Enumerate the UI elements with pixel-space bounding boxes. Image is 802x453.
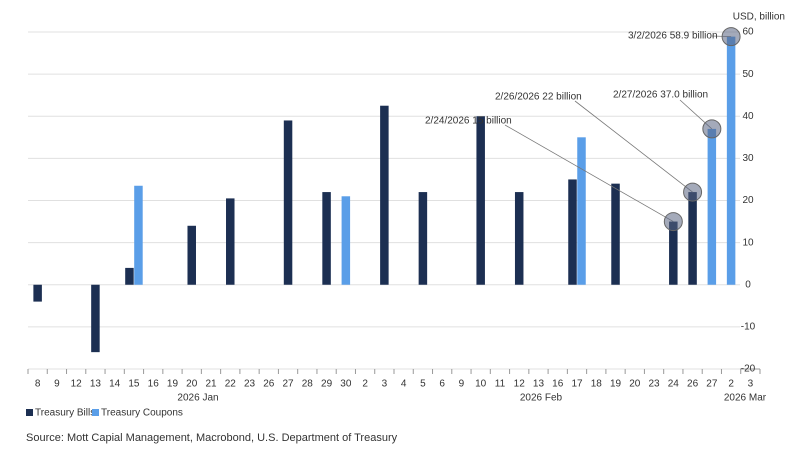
annotation: 2/26/2026 22 billion (495, 92, 582, 103)
x-tick-label: 3 (382, 379, 388, 390)
y-tick-label: 20 (742, 195, 754, 206)
x-tick-label: 2 (362, 379, 368, 390)
bar (187, 225, 196, 285)
bar (669, 221, 678, 285)
x-tick-label: 9 (459, 379, 465, 390)
x-tick-label: 11 (495, 379, 506, 390)
x-tick-label: 13 (90, 379, 102, 390)
highlight-circle (663, 212, 683, 232)
leader-line (504, 124, 674, 222)
x-tick-label: 19 (167, 379, 179, 390)
y-tick-label: 60 (742, 27, 754, 38)
legend-swatch (26, 409, 33, 416)
x-tick-label: 28 (302, 379, 314, 390)
annotation: 2/27/2026 37.0 billion (613, 90, 708, 101)
x-tick-label: 18 (591, 379, 603, 390)
y-tick-label: 30 (742, 153, 754, 164)
legend-swatch (92, 409, 99, 416)
y-tick-label: -20 (741, 364, 756, 375)
bar (134, 185, 143, 285)
x-tick-label: 6 (439, 379, 445, 390)
bar (91, 284, 100, 353)
annotation: 2/24/2026 15 billion (425, 116, 512, 127)
bar (283, 120, 293, 285)
x-tick-label: 24 (668, 379, 680, 390)
bar (688, 192, 697, 285)
legend-label: Treasury Coupons (101, 408, 183, 419)
x-tick-label: 4 (401, 379, 407, 390)
y-tick-label: 0 (745, 279, 751, 290)
x-tick-label: 23 (648, 379, 660, 390)
x-tick-label: 30 (340, 379, 352, 390)
bar (476, 116, 485, 285)
bar (380, 105, 389, 285)
source: Source: Mott Capial Management, Macrobon… (26, 432, 398, 444)
x-tick-label: 19 (610, 379, 622, 390)
x-tick-label: 20 (186, 379, 198, 390)
x-tick-label: 16 (148, 379, 160, 390)
bar (707, 128, 717, 285)
leader-line (574, 100, 693, 193)
x-tick-label: 23 (244, 379, 256, 390)
bar (322, 192, 331, 285)
x-tick-label: 16 (552, 379, 564, 390)
y-axis-label: USD, billion (733, 12, 785, 23)
x-tick-label: 17 (571, 379, 583, 390)
bar (33, 284, 42, 302)
bar (418, 192, 428, 285)
bar (611, 183, 620, 285)
x-tick-label: 26 (687, 379, 699, 390)
month-label: 2026 Mar (724, 393, 767, 404)
x-tick-label: 27 (706, 379, 718, 390)
bar (341, 196, 351, 285)
month-label: 2026 Jan (177, 393, 218, 404)
x-tick-label: 2 (728, 379, 734, 390)
highlight-circle (702, 119, 722, 139)
month-label: 2026 Feb (520, 393, 563, 404)
x-tick-label: 9 (54, 379, 60, 390)
bar (514, 192, 524, 285)
x-tick-label: 12 (514, 379, 526, 390)
x-tick-label: 3 (748, 379, 754, 390)
x-tick-label: 27 (282, 379, 294, 390)
bar (726, 36, 736, 285)
x-tick-label: 29 (321, 379, 333, 390)
y-tick-label: 50 (742, 69, 754, 80)
x-tick-label: 5 (420, 379, 426, 390)
x-tick-label: 22 (225, 379, 237, 390)
bar (568, 179, 577, 285)
bar (577, 137, 586, 285)
bar (125, 267, 134, 285)
legend-label: Treasury Bills (35, 408, 95, 419)
x-tick-label: 15 (128, 379, 140, 390)
y-tick-label: 40 (742, 111, 754, 122)
x-tick-label: 10 (475, 379, 487, 390)
bar (226, 198, 235, 285)
highlight-circle (721, 27, 741, 47)
x-tick-label: 12 (71, 379, 83, 390)
highlight-circle (683, 182, 703, 202)
x-tick-label: 13 (533, 379, 545, 390)
x-tick-label: 26 (263, 379, 275, 390)
y-tick-label: 10 (742, 237, 754, 248)
x-tick-label: 20 (629, 379, 641, 390)
annotation: 3/2/2026 58.9 billion (628, 31, 718, 42)
x-tick-label: 14 (109, 379, 121, 390)
y-tick-label: -10 (741, 322, 756, 333)
x-tick-label: 21 (205, 379, 217, 390)
x-tick-label: 8 (35, 379, 41, 390)
